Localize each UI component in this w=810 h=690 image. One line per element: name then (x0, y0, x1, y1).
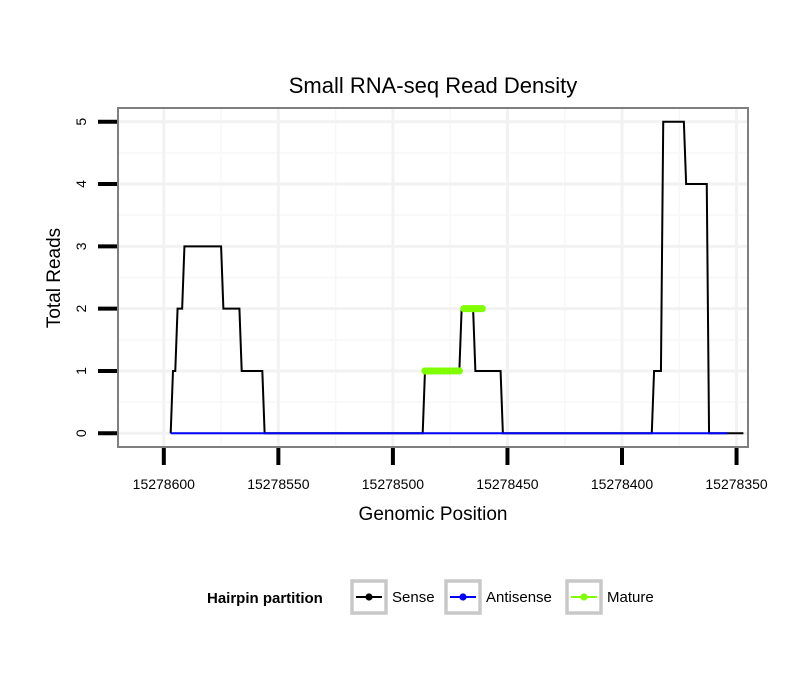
x-tick-label: 15278550 (247, 476, 310, 492)
legend-label: Sense (392, 589, 435, 606)
legend-label: Antisense (486, 589, 552, 606)
legend-key-point (459, 593, 467, 601)
legend: Hairpin partition Sense Antisense Mature (207, 579, 654, 615)
mature-point (478, 305, 486, 313)
series-lines (169, 120, 744, 435)
x-tick-label: 15278500 (362, 476, 425, 492)
legend-entries: Sense Antisense Mature (350, 579, 654, 615)
x-tick-label: 15278600 (133, 476, 196, 492)
y-tick-label: 3 (73, 242, 89, 250)
y-tick-label: 1 (73, 367, 89, 375)
legend-item-antisense: Antisense (444, 579, 552, 615)
y-tick-label: 5 (73, 118, 89, 126)
x-axis: 15278600 15278550 15278500 15278450 15278400… (133, 448, 768, 492)
x-tick-label: 15278400 (591, 476, 654, 492)
legend-key-point (580, 593, 588, 601)
y-tick-label: 0 (73, 429, 89, 437)
x-tick-label: 15278350 (705, 476, 768, 492)
chart-title: Small RNA-seq Read Density (289, 73, 578, 98)
y-tick-label: 2 (73, 305, 89, 313)
x-tick-label: 15278450 (476, 476, 539, 492)
panel-border (117, 107, 749, 448)
legend-title: Hairpin partition (207, 590, 323, 607)
legend-label: Mature (607, 589, 654, 606)
legend-key-point (365, 593, 373, 601)
plot-panel (117, 107, 749, 448)
gridlines (118, 108, 748, 447)
x-axis-title: Genomic Position (359, 504, 508, 525)
mature-point (455, 367, 463, 375)
legend-item-sense: Sense (350, 579, 435, 615)
y-axis: 0 1 2 3 4 5 (73, 118, 117, 437)
y-tick-label: 4 (73, 180, 89, 188)
legend-item-mature: Mature (565, 579, 654, 615)
y-axis-title: Total Reads (44, 228, 65, 328)
